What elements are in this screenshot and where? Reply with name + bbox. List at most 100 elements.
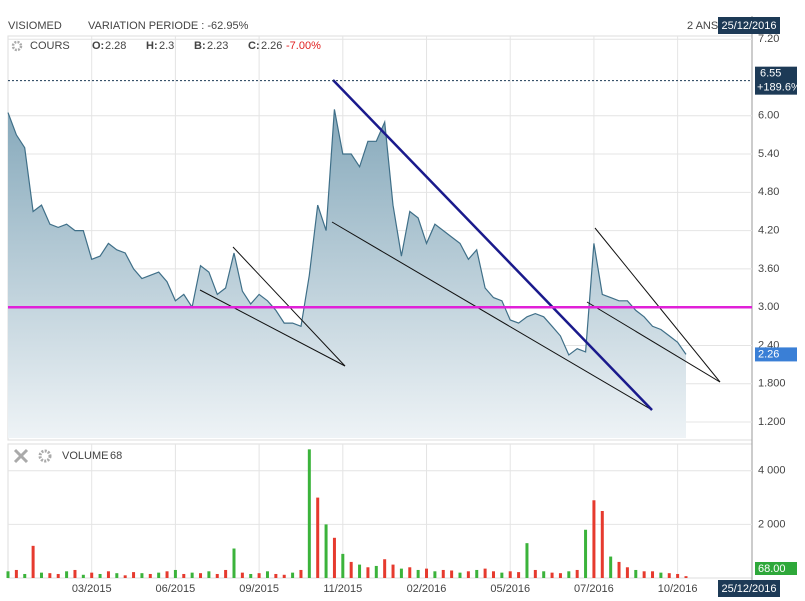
y-tick-label: 3.00 — [758, 301, 779, 313]
volume-title: VOLUME — [62, 450, 108, 462]
x-tick-label: 10/2016 — [658, 583, 698, 595]
date: 25/12/2016 — [721, 583, 776, 595]
volume-bar — [232, 548, 236, 578]
volume-tag — [755, 562, 797, 575]
volume-bar — [240, 572, 244, 578]
volume-bar — [307, 449, 311, 578]
volume-bar — [249, 573, 253, 578]
variation: VARIATION PERIODE : -62.95% — [88, 20, 249, 32]
x-tick-label: 09/2015 — [239, 583, 279, 595]
trend-line — [594, 227, 721, 383]
volume-bar — [132, 572, 136, 578]
volume-bar — [458, 572, 462, 578]
reference-tag — [755, 66, 797, 95]
y-tick-label: 4.80 — [758, 186, 779, 198]
reference-change: +189.6% — [757, 82, 801, 94]
trend-line — [332, 79, 653, 411]
volume-bar — [190, 572, 194, 578]
volume-bar — [90, 572, 94, 578]
y-tick-label: 3.60 — [758, 263, 779, 275]
volume-bar — [65, 571, 69, 578]
volume-bar — [642, 571, 646, 578]
volume-bar — [182, 573, 186, 578]
volume-bar — [148, 573, 152, 578]
volume-bar — [207, 571, 211, 578]
volume-bar — [575, 569, 579, 578]
y-tick-label: 1.800 — [758, 378, 786, 390]
volume-bar — [14, 569, 18, 578]
volume-bar — [316, 497, 320, 578]
volume-bar — [684, 576, 688, 578]
close: 2.26 — [261, 40, 282, 52]
volume-bar — [609, 556, 613, 578]
trend-line — [586, 301, 721, 383]
volume-bar — [450, 570, 454, 578]
open: 2.28 — [105, 40, 126, 52]
volume-bar — [399, 568, 403, 578]
y-tick-label: 4 000 — [758, 465, 786, 477]
volume-bar — [173, 569, 177, 578]
y-tick-label: 4.20 — [758, 225, 779, 237]
volume-last: 68 — [110, 450, 122, 462]
gear-icon[interactable] — [11, 40, 23, 52]
close-icon[interactable] — [13, 448, 29, 464]
volume-bar — [98, 573, 102, 578]
volume-bar — [81, 574, 85, 578]
y-tick-label: 6.00 — [758, 110, 779, 122]
volume-bar — [349, 561, 353, 578]
volume-bar — [617, 561, 621, 578]
volume-bar — [625, 567, 629, 578]
volume-bar — [291, 572, 295, 578]
volume-bar — [358, 564, 362, 578]
high-label: H: — [146, 40, 158, 52]
volume-bar — [374, 565, 378, 578]
trend-line — [199, 289, 346, 367]
x-tick-label: 07/2016 — [574, 583, 614, 595]
volume-bar — [199, 573, 203, 578]
volume-bar — [366, 567, 370, 578]
volume-bar — [441, 569, 445, 578]
volume-bar — [48, 573, 52, 578]
x-tick-label: 06/2015 — [156, 583, 196, 595]
x-tick-label: 05/2016 — [490, 583, 530, 595]
gear-icon[interactable] — [38, 449, 52, 463]
volume-bar — [567, 571, 571, 578]
volume-bar — [651, 571, 655, 578]
volume-bar — [73, 569, 77, 578]
volume-bar — [56, 573, 60, 578]
volume-bar — [416, 569, 420, 578]
x-tick-label: 03/2015 — [72, 583, 112, 595]
volume-bar — [667, 573, 671, 578]
volume-bar — [525, 543, 529, 578]
volume-bar — [282, 574, 286, 578]
volume-bar — [324, 524, 328, 578]
volume-bar — [466, 571, 470, 578]
volume-bar — [592, 500, 596, 578]
volume-bar — [558, 573, 562, 578]
y-tick-label: 1.200 — [758, 416, 786, 428]
volume-bar — [391, 564, 395, 578]
stock-name: VISIOMED — [8, 20, 62, 32]
volume-bar — [274, 573, 278, 578]
y-tick-label: 2 000 — [758, 518, 786, 530]
price-line — [7, 109, 687, 356]
date-box — [718, 17, 780, 34]
volume-bar — [676, 573, 680, 578]
volume-bar — [115, 573, 119, 578]
volume-bar — [542, 571, 546, 578]
volume-bar — [106, 571, 110, 578]
volume-bar — [215, 573, 219, 578]
price-title: COURS — [30, 40, 70, 52]
period[interactable]: 2 ANS — [687, 20, 718, 32]
volume-bar — [517, 572, 521, 578]
volume-bar — [140, 573, 144, 578]
y-tick-label: 5.40 — [758, 148, 779, 160]
volume-bar — [383, 559, 387, 578]
volume-tag-label: 68.00 — [758, 563, 786, 575]
volume-bar — [433, 571, 437, 578]
volume-bar — [584, 529, 588, 578]
volume-bar — [508, 571, 512, 578]
close-label: C: — [248, 40, 260, 52]
y-tick-label: 7.20 — [758, 33, 779, 45]
